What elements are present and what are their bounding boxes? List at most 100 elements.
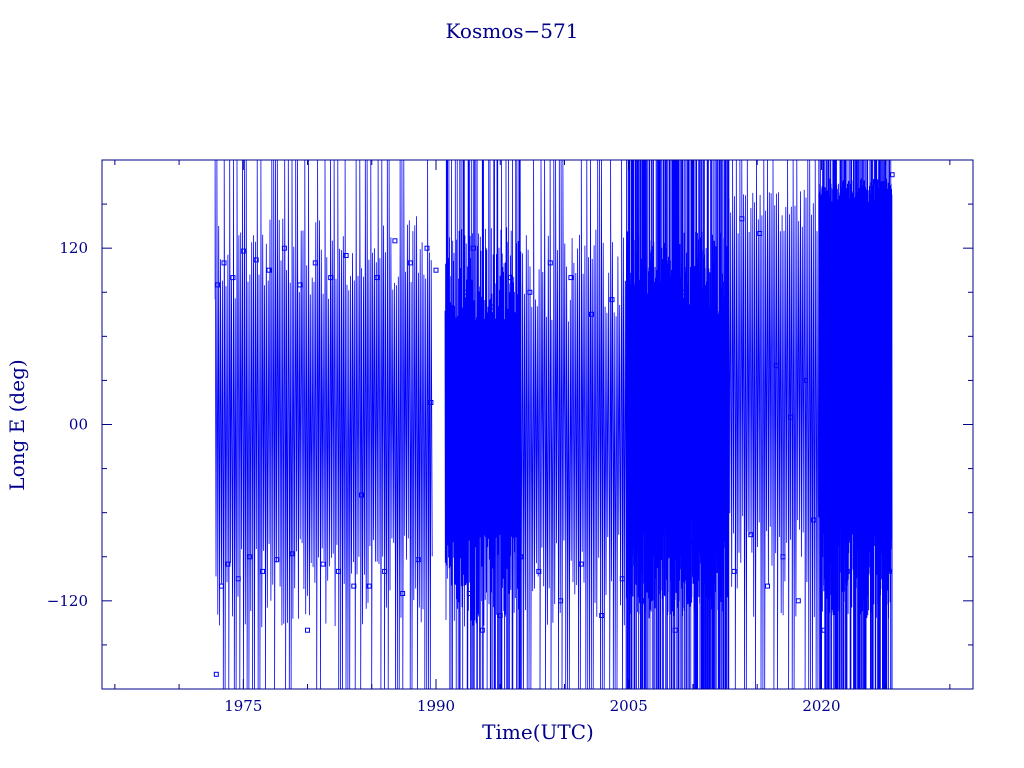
data-point bbox=[312, 260, 318, 266]
data-point bbox=[225, 561, 231, 567]
data-point bbox=[400, 591, 406, 596]
data-point bbox=[428, 400, 434, 405]
series-segment bbox=[520, 160, 627, 689]
data-point bbox=[731, 568, 737, 574]
y-axis-label: Long E (deg) bbox=[5, 359, 29, 490]
data-point bbox=[795, 598, 801, 604]
data-point bbox=[773, 363, 779, 369]
data-point bbox=[289, 551, 295, 557]
data-point bbox=[654, 554, 660, 560]
data-point bbox=[757, 231, 763, 236]
data-point bbox=[811, 517, 817, 523]
data-point bbox=[844, 568, 850, 574]
data-point bbox=[717, 517, 723, 523]
data-point bbox=[527, 289, 533, 295]
axis-ticks: 1975 1990 2005 2020 120 00 −120 bbox=[47, 159, 973, 715]
data-point bbox=[508, 275, 513, 281]
data-point bbox=[889, 172, 895, 178]
data-point bbox=[213, 671, 219, 677]
data-point bbox=[723, 451, 729, 457]
x-tick-label: 2005 bbox=[610, 697, 648, 715]
data-point bbox=[488, 304, 494, 310]
data-point bbox=[880, 524, 886, 530]
data-point bbox=[219, 583, 224, 589]
data-point bbox=[466, 591, 472, 596]
data-point bbox=[639, 598, 645, 604]
data-point bbox=[867, 488, 873, 494]
data-point bbox=[343, 253, 349, 258]
data-point bbox=[407, 260, 413, 266]
data-point bbox=[708, 583, 714, 589]
data-layer bbox=[213, 160, 895, 689]
y-tick-label: 120 bbox=[59, 239, 88, 257]
data-point bbox=[831, 539, 837, 545]
data-point bbox=[619, 576, 625, 582]
data-point bbox=[433, 267, 439, 273]
data-point bbox=[852, 407, 858, 413]
data-point bbox=[297, 282, 303, 288]
data-point bbox=[765, 583, 770, 589]
data-point bbox=[825, 201, 831, 207]
series-segment bbox=[444, 160, 522, 689]
data-point bbox=[518, 554, 524, 560]
data-point bbox=[415, 557, 421, 563]
data-point bbox=[547, 260, 553, 266]
data-point bbox=[646, 333, 652, 339]
data-point bbox=[359, 492, 364, 498]
data-point bbox=[632, 495, 638, 501]
data-point bbox=[463, 289, 469, 295]
series-segment bbox=[625, 160, 730, 689]
data-point bbox=[690, 539, 696, 545]
data-point bbox=[821, 627, 827, 633]
data-point bbox=[253, 257, 259, 263]
data-point bbox=[558, 598, 564, 604]
data-point bbox=[274, 557, 280, 563]
data-point bbox=[221, 260, 227, 266]
data-point bbox=[887, 568, 892, 574]
data-point bbox=[788, 414, 794, 420]
series-trace bbox=[213, 160, 895, 689]
data-point bbox=[240, 248, 246, 254]
data-point bbox=[335, 568, 341, 574]
series-segment bbox=[818, 160, 893, 689]
data-point bbox=[860, 598, 865, 604]
data-point bbox=[424, 245, 430, 251]
data-point bbox=[470, 245, 476, 251]
data-point bbox=[609, 297, 615, 303]
data-point bbox=[578, 561, 584, 567]
series-segment bbox=[728, 160, 820, 689]
data-point bbox=[266, 267, 272, 273]
x-tick-label: 1990 bbox=[417, 697, 455, 715]
data-point bbox=[305, 627, 310, 633]
data-point bbox=[374, 275, 380, 281]
data-point bbox=[672, 627, 678, 633]
data-point bbox=[589, 311, 594, 317]
series-segment bbox=[214, 160, 433, 689]
data-point bbox=[235, 576, 241, 582]
data-point bbox=[739, 216, 745, 222]
data-point bbox=[479, 627, 485, 633]
data-point bbox=[366, 583, 372, 589]
data-point bbox=[803, 377, 809, 383]
y-tick-label: 00 bbox=[69, 416, 88, 434]
data-point bbox=[215, 282, 221, 288]
data-point bbox=[817, 451, 823, 457]
data-point bbox=[351, 583, 357, 589]
x-tick-label: 2020 bbox=[802, 697, 840, 715]
chart-title: Kosmos−571 bbox=[446, 19, 579, 43]
data-point bbox=[475, 410, 481, 416]
data-point bbox=[748, 532, 754, 538]
data-point bbox=[281, 245, 287, 251]
data-point bbox=[874, 179, 880, 185]
data-point bbox=[320, 561, 326, 567]
data-point bbox=[663, 377, 669, 383]
data-point bbox=[681, 289, 687, 295]
data-point bbox=[699, 355, 705, 361]
data-point bbox=[536, 568, 542, 574]
data-point bbox=[247, 554, 253, 560]
data-point bbox=[626, 319, 632, 325]
data-point bbox=[328, 275, 334, 281]
data-point bbox=[780, 554, 786, 560]
data-point bbox=[260, 568, 266, 574]
